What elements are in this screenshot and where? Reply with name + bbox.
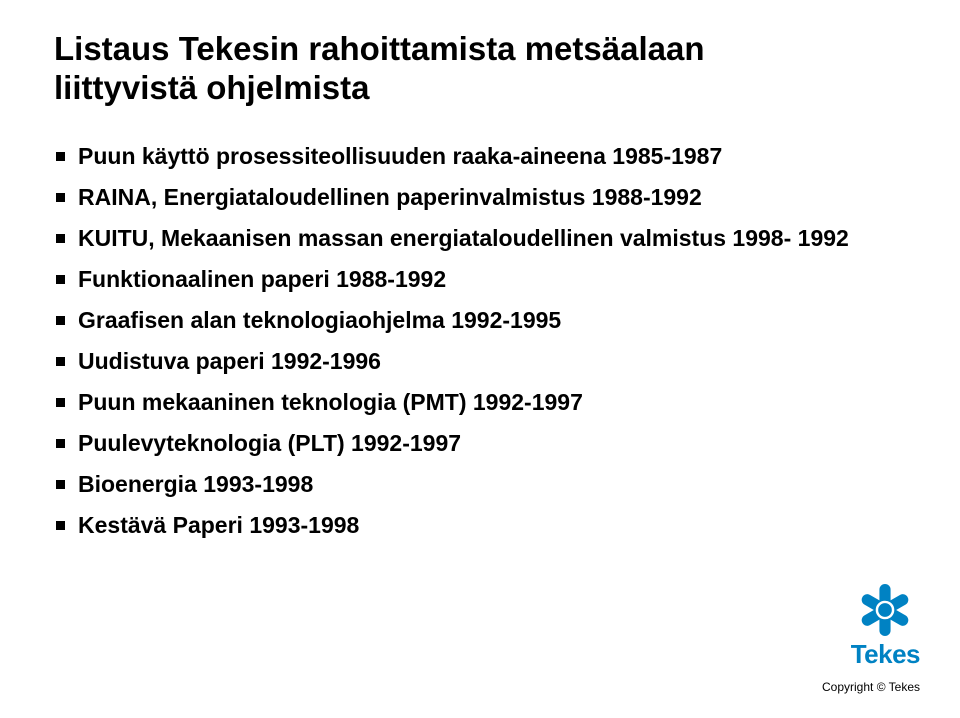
copyright-text: Copyright © Tekes bbox=[822, 680, 920, 694]
title-line-1: Listaus Tekesin rahoittamista metsäalaan bbox=[54, 30, 704, 67]
slide: Listaus Tekesin rahoittamista metsäalaan… bbox=[0, 0, 960, 718]
logo: Tekes bbox=[851, 579, 920, 670]
title-line-2: liittyvistä ohjelmista bbox=[54, 69, 369, 106]
bullet-text: Puun käyttö prosessiteollisuuden raaka-a… bbox=[78, 143, 722, 169]
bullet-text: Puun mekaaninen teknologia (PMT) 1992-19… bbox=[78, 389, 583, 415]
bullet-list: Puun käyttö prosessiteollisuuden raaka-a… bbox=[54, 142, 906, 539]
bullet-text: Graafisen alan teknologiaohjelma 1992-19… bbox=[78, 307, 561, 333]
list-item: Bioenergia 1993-1998 bbox=[54, 470, 906, 498]
list-item: Puun mekaaninen teknologia (PMT) 1992-19… bbox=[54, 388, 906, 416]
slide-title: Listaus Tekesin rahoittamista metsäalaan… bbox=[54, 30, 906, 108]
list-item: KUITU, Mekaanisen massan energiataloudel… bbox=[54, 224, 906, 252]
star-icon bbox=[854, 579, 916, 641]
bullet-text: RAINA, Energiataloudellinen paperinvalmi… bbox=[78, 184, 702, 210]
list-item: Puulevyteknologia (PLT) 1992-1997 bbox=[54, 429, 906, 457]
list-item: Puun käyttö prosessiteollisuuden raaka-a… bbox=[54, 142, 906, 170]
bullet-text: Bioenergia 1993-1998 bbox=[78, 471, 313, 497]
bullet-text: Uudistuva paperi 1992-1996 bbox=[78, 348, 381, 374]
list-item: Graafisen alan teknologiaohjelma 1992-19… bbox=[54, 306, 906, 334]
list-item: Kestävä Paperi 1993-1998 bbox=[54, 511, 906, 539]
bullet-text: Funktionaalinen paperi 1988-1992 bbox=[78, 266, 446, 292]
bullet-text: Kestävä Paperi 1993-1998 bbox=[78, 512, 359, 538]
bullet-text: Puulevyteknologia (PLT) 1992-1997 bbox=[78, 430, 461, 456]
list-item: Funktionaalinen paperi 1988-1992 bbox=[54, 265, 906, 293]
list-item: Uudistuva paperi 1992-1996 bbox=[54, 347, 906, 375]
list-item: RAINA, Energiataloudellinen paperinvalmi… bbox=[54, 183, 906, 211]
logo-text: Tekes bbox=[851, 639, 920, 670]
bullet-text: KUITU, Mekaanisen massan energiataloudel… bbox=[78, 225, 849, 251]
